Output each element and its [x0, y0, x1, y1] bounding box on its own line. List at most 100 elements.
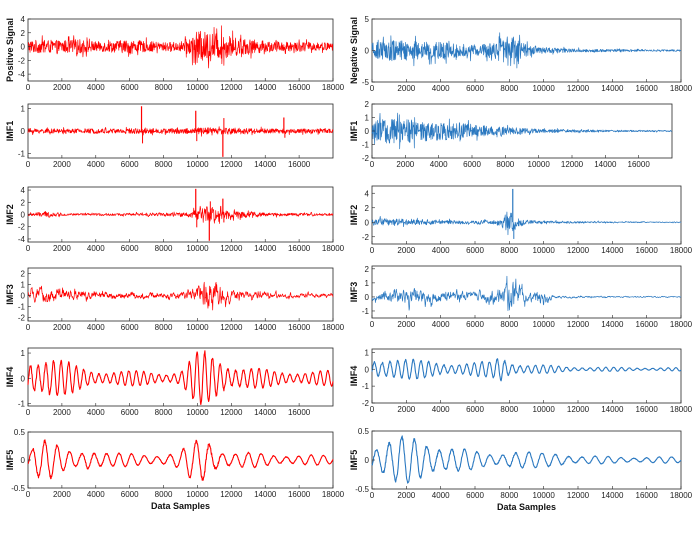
x-tick-label: 6000 — [466, 491, 484, 500]
x-tick-label: 12000 — [567, 405, 590, 414]
x-tick-label: 0 — [370, 160, 375, 169]
x-tick-label: 14000 — [601, 320, 624, 329]
y-axis-label: IMF4 — [349, 366, 359, 387]
y-axis-label: IMF2 — [5, 204, 15, 225]
x-tick-label: 16000 — [636, 491, 659, 500]
x-tick-label: 8000 — [500, 84, 518, 93]
plot-area — [371, 265, 682, 319]
y-tick-label: 0 — [365, 218, 370, 227]
y-tick-label: 0 — [365, 293, 370, 302]
x-tick-label: 12000 — [561, 160, 584, 169]
x-tick-label: 14000 — [594, 160, 617, 169]
x-tick-label: 2000 — [53, 490, 71, 499]
y-tick-label: 1 — [365, 348, 370, 357]
x-tick-label: 18000 — [322, 244, 345, 253]
signal-line — [27, 205, 334, 224]
x-tick-label: 0 — [26, 408, 31, 417]
y-axis-label: Positive Signal — [5, 18, 15, 82]
x-tick-label: 12000 — [567, 84, 590, 93]
y-tick-label: -2 — [18, 223, 26, 232]
x-tick-label: 10000 — [533, 320, 556, 329]
x-tick-label: 8000 — [155, 83, 173, 92]
x-tick-label: 8000 — [155, 323, 173, 332]
x-tick-label: 6000 — [121, 160, 139, 169]
x-tick-label: 2000 — [53, 160, 71, 169]
x-tick-label: 8000 — [155, 490, 173, 499]
signal-line — [371, 358, 682, 382]
panel-R5: 0 2000 4000 6000 8000 10000 12000 14000 16000 180… — [349, 427, 693, 512]
y-tick-label: 0 — [365, 47, 370, 56]
panel-L0: 0 2000 4000 6000 8000 10000 12000 14000 16000 180… — [5, 15, 345, 92]
x-tick-label: 14000 — [254, 490, 277, 499]
y-tick-label: 2 — [365, 204, 370, 213]
y-tick-label: -5 — [362, 78, 370, 87]
y-axis-label: IMF3 — [5, 284, 15, 305]
y-tick-label: 2 — [21, 198, 26, 207]
y-tick-label: 5 — [365, 15, 370, 24]
x-tick-label: 0 — [26, 323, 31, 332]
y-axis-label: IMF2 — [349, 205, 359, 226]
x-tick-label: 6000 — [121, 408, 139, 417]
y-tick-label: -0.5 — [355, 485, 369, 494]
x-tick-label: 0 — [26, 244, 31, 253]
x-tick-label: 6000 — [466, 246, 484, 255]
y-tick-label: -2 — [18, 314, 26, 323]
x-tick-label: 2000 — [53, 244, 71, 253]
y-tick-label: 4 — [21, 15, 26, 24]
signal-line — [27, 25, 334, 69]
signal-line — [371, 275, 682, 311]
x-tick-label: 0 — [370, 491, 375, 500]
x-tick-label: 16000 — [636, 320, 659, 329]
x-tick-label: 6000 — [466, 320, 484, 329]
panel-R3: 0 2000 4000 6000 8000 10000 12000 14000 16000 180… — [349, 265, 693, 329]
x-tick-label: 12000 — [220, 408, 243, 417]
x-tick-label: 14000 — [254, 83, 277, 92]
x-tick-label: 0 — [26, 490, 31, 499]
x-tick-label: 8000 — [500, 491, 518, 500]
x-tick-label: 12000 — [220, 490, 243, 499]
x-tick-label: 4000 — [87, 244, 105, 253]
y-tick-label: 1 — [21, 349, 26, 358]
y-tick-label: 1 — [21, 105, 26, 114]
y-tick-label: 0 — [365, 365, 370, 374]
y-tick-label: -1 — [18, 150, 26, 159]
x-tick-label: 14000 — [601, 405, 624, 414]
y-tick-label: 0.5 — [14, 428, 26, 437]
x-tick-label: 16000 — [636, 246, 659, 255]
x-tick-label: 10000 — [186, 244, 209, 253]
y-tick-label: -2 — [362, 233, 370, 242]
x-tick-label: 6000 — [121, 490, 139, 499]
x-tick-label: 14000 — [601, 491, 624, 500]
x-tick-label: 4000 — [87, 83, 105, 92]
signal-line — [371, 211, 682, 236]
y-tick-label: 4 — [365, 189, 370, 198]
panel-R1: 0 2000 4000 6000 8000 10000 12000 14000 16000 -2 -… — [349, 100, 673, 169]
x-tick-label: 14000 — [254, 323, 277, 332]
signal-line — [371, 435, 682, 484]
y-tick-label: 0 — [365, 127, 370, 136]
x-tick-label: 0 — [370, 84, 375, 93]
x-tick-label: 2000 — [397, 320, 415, 329]
x-tick-label: 18000 — [670, 84, 693, 93]
x-tick-label: 4000 — [432, 84, 450, 93]
x-tick-label: 12000 — [567, 320, 590, 329]
x-tick-label: 2000 — [397, 405, 415, 414]
plot-area — [371, 348, 682, 404]
y-tick-label: 1 — [365, 279, 370, 288]
x-tick-label: 16000 — [628, 160, 651, 169]
x-tick-label: 8000 — [500, 320, 518, 329]
x-tick-label: 4000 — [87, 490, 105, 499]
plot-area — [371, 430, 682, 490]
panel-R2: 0 2000 4000 6000 8000 10000 12000 14000 16000 180… — [349, 185, 693, 255]
x-tick-label: 4000 — [432, 491, 450, 500]
y-tick-label: 2 — [365, 100, 370, 109]
x-tick-label: 6000 — [121, 323, 139, 332]
x-tick-label: 8000 — [496, 160, 514, 169]
x-tick-label: 12000 — [220, 160, 243, 169]
signal-line — [27, 126, 334, 137]
x-tick-label: 10000 — [186, 490, 209, 499]
x-tick-label: 2000 — [396, 160, 414, 169]
y-tick-label: -0.5 — [11, 484, 25, 493]
